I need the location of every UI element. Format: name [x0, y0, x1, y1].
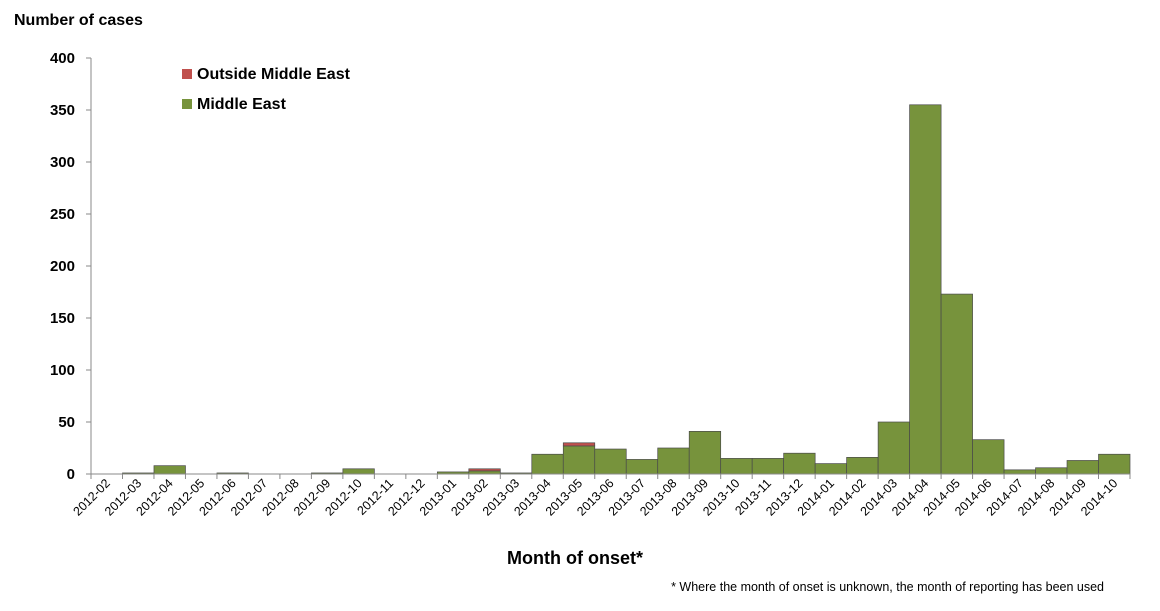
bars	[122, 104, 1131, 475]
bar-middle-east	[909, 104, 942, 475]
legend-label-middle-east: Middle East	[197, 96, 287, 113]
y-tick-label: 50	[58, 414, 75, 431]
bar-middle-east	[342, 468, 375, 475]
bar-middle-east	[1003, 469, 1036, 475]
y-tick-label: 0	[67, 466, 75, 483]
footnote: * Where the month of onset is unknown, t…	[671, 580, 1104, 594]
y-tick-label: 200	[50, 258, 75, 275]
bar-middle-east	[562, 445, 596, 475]
bar-middle-east	[720, 458, 753, 475]
bar-middle-east	[657, 447, 690, 475]
bar-middle-east	[1098, 453, 1131, 475]
legend: Outside Middle East Middle East	[182, 66, 351, 113]
bar-middle-east	[972, 439, 1005, 475]
bar-middle-east	[531, 453, 564, 475]
bar-middle-east	[625, 459, 659, 475]
y-tick-label: 100	[50, 362, 75, 379]
legend-swatch-middle-east	[182, 99, 192, 109]
y-tick-label: 150	[50, 310, 75, 327]
bar-middle-east	[594, 448, 627, 475]
axes	[90, 58, 1130, 475]
y-tick-label: 350	[50, 102, 75, 119]
bar-outside-middle-east	[468, 468, 501, 472]
y-tick-label: 250	[50, 206, 75, 223]
y-axis-label: Number of cases	[14, 12, 143, 29]
y-axis-ticks: 0 50 100 150 200 250 300 350 400	[50, 50, 91, 483]
legend-swatch-outside-middle-east	[182, 69, 192, 79]
x-axis-ticks: 2012-022012-032012-042012-052012-062012-…	[71, 474, 1131, 519]
bar-middle-east	[814, 463, 847, 475]
bar-middle-east	[846, 457, 879, 475]
bar-middle-east	[1035, 467, 1068, 475]
bar-middle-east	[940, 293, 973, 475]
x-axis-label: Month of onset*	[507, 548, 643, 568]
bar-middle-east	[688, 431, 722, 475]
bar-middle-east	[877, 421, 910, 475]
y-tick-label: 300	[50, 154, 75, 171]
legend-label-outside-middle-east: Outside Middle East	[197, 66, 351, 83]
bar-middle-east	[153, 465, 186, 475]
bar-middle-east	[751, 458, 785, 475]
bar-middle-east	[783, 452, 816, 475]
y-tick-label: 400	[50, 50, 75, 67]
bar-middle-east	[1066, 460, 1099, 475]
bar-outside-middle-east	[562, 442, 596, 447]
